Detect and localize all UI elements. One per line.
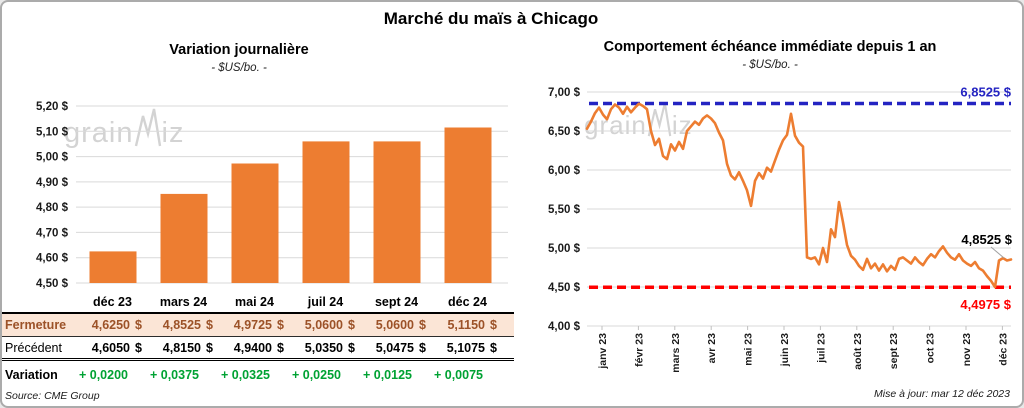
table-cell: + 0,0325 [220,367,270,382]
x-tick-label: sept 23 [888,333,900,369]
table-cell: mai 24 [235,295,274,309]
x-tick-label: janv 23 [597,333,609,370]
y-tick-label: 4,00 $ [548,321,581,333]
y-tick-label: 5,00 $ [36,152,69,164]
table-cell: 5,0475 $ [375,340,426,355]
table-cell: 4,8150 $ [162,340,213,355]
bar [160,193,208,283]
bar-chart: 5,20 $ 5,10 $ 5,00 $ 4,90 $ 4,80 $ 4,70 $ 4,60… [36,101,508,290]
price-table-rows: déc 23 mars 24 mai 24 juil 24 sept 24 déc 24 F… [2,292,514,388]
price-line [585,102,1013,289]
bar-chart-title: Variation journalière [169,42,309,58]
x-tick-label: mai 23 [743,333,755,366]
page-title: Marché du maïs à Chicago [383,9,599,28]
table-cell: déc 24 [448,295,487,309]
table-row: Précédent 4,6050 $ 4,8150 $ 4,9400 $ 5,0350 $ 5,0… [2,337,514,361]
table-cell: sept 24 [374,295,419,309]
y-tick-label: 6,00 $ [548,165,581,177]
line-chart-title: Comportement échéance immédiate depuis 1… [603,39,937,55]
x-tick-label: nov 23 [961,333,973,366]
table-row: Variation + 0,0200 + 0,0375 + 0,0325 + 0,025… [2,361,514,388]
table-cell: 4,8525 $ [162,318,213,332]
y-tick-label: 4,70 $ [36,227,69,239]
table-cell: + 0,0075 [433,367,483,382]
bar [89,251,137,283]
bar [444,127,492,283]
table-cell: 5,0600 $ [375,318,426,332]
x-tick-label: mars 23 [670,333,682,373]
x-tick-label: août 23 [852,333,864,370]
table-row: Fermeture 4,6250 $ 4,8525 $ 4,9725 $ 5,0600 $ 5,0… [2,314,514,337]
bar [231,163,279,283]
table-row: déc 23 mars 24 mai 24 juil 24 sept 24 déc 24 [2,292,514,314]
table-cell: + 0,0250 [291,367,341,382]
x-tick-label: déc 23 [997,333,1009,366]
line-chart: 7,00 $ 6,50 $ 6,00 $ 5,50 $ 5,00 $ 4,50 $ 4,00… [548,85,1013,373]
y-tick-label: 4,50 $ [36,278,69,290]
table-cell: 4,9400 $ [233,340,284,355]
line-chart-subtitle: - $US/bo. - [742,59,798,71]
table-cell: 5,0600 $ [304,318,355,332]
bar [302,141,350,283]
table-cell: déc 23 [93,295,132,309]
x-tick-label: juil 23 [815,333,827,364]
y-tick-label: 4,90 $ [36,177,69,189]
table-cell: 4,6050 $ [91,340,142,355]
table-cell: mars 24 [159,295,208,309]
table-cell: Précédent [5,340,62,355]
ref-line-label: 6,8525 $ [960,85,1011,100]
y-tick-label: 4,80 $ [36,202,69,214]
y-tick-label: 5,10 $ [36,126,69,138]
ref-line-label: 4,4975 $ [960,297,1011,312]
x-tick-label: avr 23 [706,333,718,364]
y-tick-label: 5,00 $ [548,243,581,255]
x-tick-label: oct 23 [925,333,937,364]
price-table: déc 23 mars 24 mai 24 juil 24 sept 24 déc 24 F… [2,292,514,404]
y-tick-label: 6,50 $ [548,126,581,138]
y-tick-label: 5,50 $ [548,204,581,216]
y-tick-label: 5,20 $ [36,101,69,113]
x-tick-label: juin 23 [779,333,791,367]
bar-chart-subtitle: - $US/bo. - [211,62,267,74]
table-cell: Fermeture [5,318,67,332]
y-tick-label: 4,50 $ [548,282,581,294]
y-tick-label: 4,60 $ [36,253,69,265]
table-cell: 5,1150 $ [447,318,497,332]
table-cell: + 0,0375 [149,367,199,382]
table-cell: 4,9725 $ [233,318,284,332]
bar [373,141,421,283]
y-tick-label: 7,00 $ [548,87,581,99]
table-cell: + 0,0125 [362,367,412,382]
annotation-leader [990,246,1005,259]
updated-note: Mise à jour: mar 12 déc 2023 [874,388,1010,400]
table-cell: 5,0350 $ [304,340,355,355]
source-note: Source: CME Group [5,390,100,402]
table-cell: Variation [5,367,58,382]
table-cell: + 0,0200 [78,367,128,382]
x-tick-label: févr 23 [633,333,645,367]
table-cell: 5,1075 $ [446,340,497,355]
last-price-label: 4,8525 $ [961,232,1012,247]
table-cell: juil 24 [307,295,344,309]
table-cell: 4,6250 $ [91,318,142,332]
